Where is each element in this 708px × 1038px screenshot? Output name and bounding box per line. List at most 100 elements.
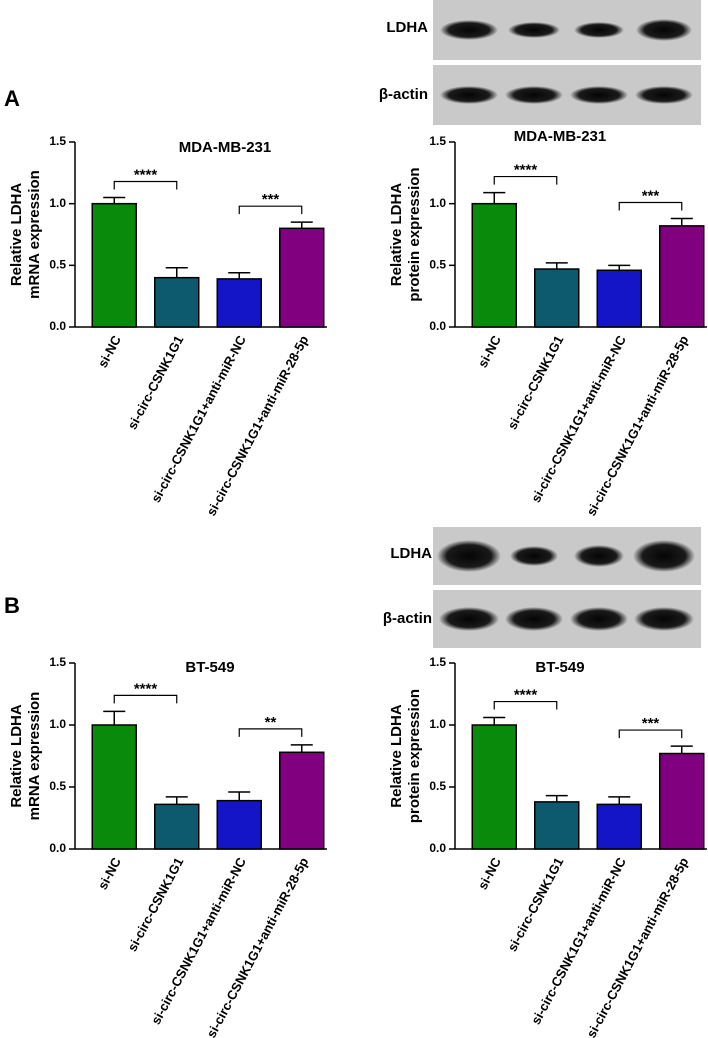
error-bar [290, 221, 313, 229]
y-axis-label: Relative LDHA [8, 704, 25, 808]
bar [216, 799, 262, 850]
bar [154, 803, 200, 850]
y-axis-label: Relative LDHA [388, 704, 405, 808]
significance-bracket [113, 180, 178, 190]
blot-band [633, 540, 695, 572]
error-bar [545, 262, 568, 270]
significance-label: **** [514, 162, 538, 179]
significance-label: **** [134, 166, 158, 183]
error-bar [608, 796, 631, 805]
x-tick-label: si-NC [95, 332, 124, 370]
significance-label: **** [134, 680, 158, 697]
x-tick-label: si-circ-CSNK1G1+anti-miR-28-5p [583, 333, 691, 518]
blot-band [510, 546, 558, 566]
panel-label: A [4, 86, 20, 111]
chart-title: MDA-MB-231 [514, 128, 607, 145]
y-tick-label: 1.5 [429, 655, 446, 669]
error-bar [290, 744, 313, 753]
y-tick-label: 1.5 [429, 134, 446, 148]
y-tick-label: 0.5 [429, 779, 446, 793]
significance-label: ** [265, 714, 277, 731]
significance-label: **** [514, 687, 538, 704]
y-tick-label: 1.5 [49, 134, 66, 148]
bar [659, 225, 705, 328]
blot-band [570, 607, 628, 631]
y-tick-label: 0.5 [49, 258, 66, 272]
y-tick-label: 0.0 [49, 319, 66, 333]
y-axis-label: protein expression [406, 167, 423, 301]
y-tick-label: 0.0 [429, 319, 446, 333]
bar [471, 724, 517, 850]
y-tick-label: 1.0 [429, 717, 446, 731]
blot-label: LDHA [386, 19, 428, 36]
x-tick-label: si-circ-CSNK1G1+anti-miR-28-5p [583, 855, 691, 1038]
y-tick-label: 0.0 [49, 841, 66, 855]
bar [91, 202, 137, 328]
bar [216, 278, 262, 328]
error-bar [228, 271, 251, 279]
y-axis-label: protein expression [406, 689, 423, 823]
significance-bracket [493, 175, 558, 185]
blot-band [574, 545, 624, 567]
x-tick-label: si-NC [95, 854, 124, 892]
x-tick-label: si-NC [475, 332, 504, 370]
error-bar [608, 264, 631, 271]
blot-band [574, 22, 624, 38]
bar [154, 276, 200, 328]
blot-band [635, 86, 693, 104]
chart-title: MDA-MB-231 [179, 139, 272, 156]
y-axis-label: Relative LDHA [388, 183, 405, 287]
y-tick-label: 1.0 [429, 196, 446, 210]
blot-band [634, 607, 694, 631]
y-tick-label: 1.5 [49, 655, 66, 669]
y-tick-label: 0.0 [429, 841, 446, 855]
x-tick-label: si-circ-CSNK1G1+anti-miR-28-5p [203, 333, 311, 518]
panel-label: B [4, 593, 20, 618]
x-tick-label: si-NC [475, 854, 504, 892]
error-bar [483, 716, 506, 725]
blot-band [440, 86, 498, 104]
error-bar [165, 267, 188, 278]
bar [534, 268, 580, 328]
blot-label: β-actin [379, 86, 428, 103]
blot-band [437, 540, 501, 572]
error-bar [670, 745, 693, 754]
significance-bracket [113, 694, 178, 704]
y-tick-label: 0.5 [49, 779, 66, 793]
error-bar [103, 196, 126, 204]
bar [279, 227, 325, 328]
blot-band [440, 20, 498, 40]
significance-label: *** [642, 187, 660, 204]
bar [659, 752, 705, 850]
significance-bracket [618, 729, 683, 739]
y-axis-label: Relative LDHA [8, 183, 25, 287]
y-axis-label: mRNA expression [26, 692, 43, 821]
error-bar [103, 710, 126, 725]
x-tick-label: si-circ-CSNK1G1 [124, 855, 186, 954]
blot-band [570, 86, 628, 104]
significance-bracket [238, 728, 303, 737]
chart-title: BT-549 [185, 659, 234, 676]
error-bar [228, 791, 251, 801]
x-tick-label: si-circ-CSNK1G1+anti-miR-28-5p [203, 855, 311, 1038]
blot-label: β-actin [383, 610, 432, 627]
significance-bracket [493, 700, 558, 710]
blot-band [505, 86, 563, 104]
x-tick-label: si-circ-CSNK1G1 [124, 333, 186, 432]
y-tick-label: 1.0 [49, 717, 66, 731]
significance-label: *** [642, 715, 660, 732]
error-bar [670, 217, 693, 226]
error-bar [545, 794, 568, 802]
bar [471, 202, 517, 328]
error-bar [483, 191, 506, 204]
blot-band [505, 607, 563, 631]
bar [534, 801, 580, 850]
chart-title: BT-549 [535, 659, 584, 676]
blot-band [636, 19, 692, 41]
bar [596, 269, 642, 328]
significance-bracket [618, 201, 683, 211]
x-tick-label: si-circ-CSNK1G1 [504, 855, 566, 954]
y-tick-label: 1.0 [49, 196, 66, 210]
x-tick-label: si-circ-CSNK1G1 [504, 333, 566, 432]
